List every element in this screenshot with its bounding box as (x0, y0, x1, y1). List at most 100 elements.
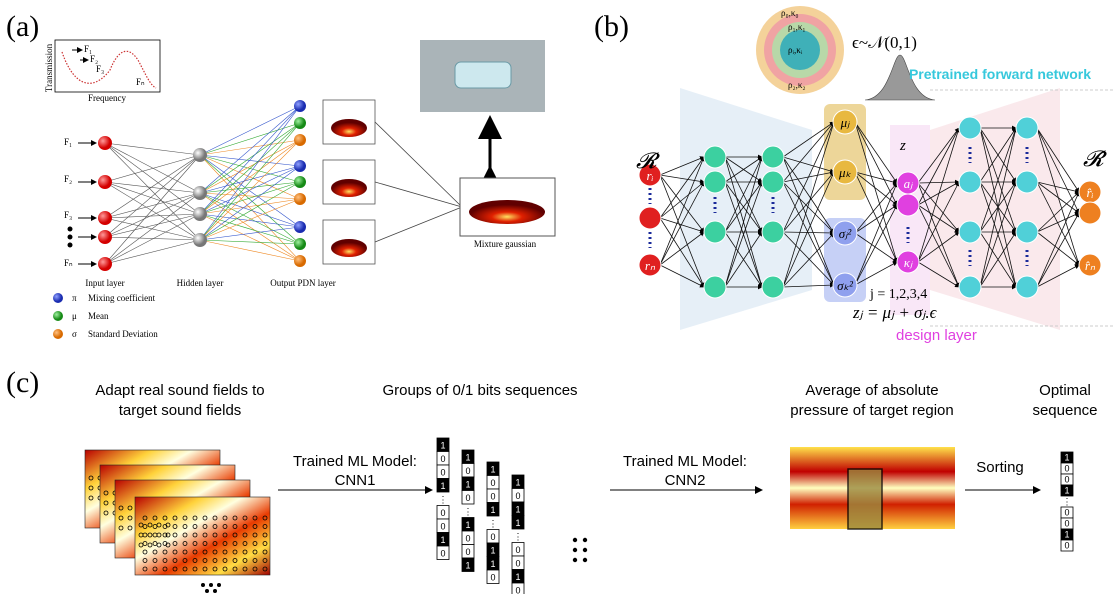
pdf-peak (331, 239, 367, 257)
inset-curve-label: F₂ (90, 54, 98, 64)
sensor (242, 566, 248, 572)
edge (979, 127, 1017, 233)
sensor (138, 522, 144, 528)
sensor (232, 541, 238, 546)
edge (199, 105, 301, 156)
bit: 1 (465, 453, 470, 463)
sensor (212, 541, 218, 546)
arrow-label: Trained ML Model: (623, 453, 747, 470)
bit: 0 (1064, 519, 1069, 529)
sensor (242, 515, 248, 521)
edge (199, 213, 301, 245)
bit: 1 (1064, 486, 1069, 496)
edge (104, 154, 201, 238)
edge (1036, 181, 1080, 194)
sensor (222, 549, 228, 555)
edge (782, 181, 835, 234)
pdf-peak (331, 119, 367, 137)
sensor (202, 549, 208, 555)
bit: 1 (440, 441, 445, 451)
edge (104, 236, 201, 241)
bit-cell (461, 557, 475, 572)
panel-label: (c) (6, 366, 39, 399)
edge (104, 192, 201, 265)
edge (1036, 264, 1080, 288)
edge (374, 121, 463, 208)
output-node (294, 238, 306, 250)
sensor (142, 558, 148, 563)
node (761, 275, 785, 299)
edge (917, 231, 960, 263)
sensor (172, 532, 178, 538)
sensor (202, 566, 208, 572)
node (896, 193, 920, 217)
bit: 0 (440, 508, 445, 518)
bit-cell (486, 569, 500, 584)
sensor (242, 549, 248, 555)
edge (979, 127, 1017, 183)
sensor (152, 541, 158, 546)
inset-curve-label: F₁ (84, 44, 92, 54)
bit: 0 (1064, 541, 1069, 551)
node (638, 163, 662, 187)
edge (199, 154, 301, 167)
bit: 1 (490, 465, 495, 475)
sensor (192, 515, 198, 521)
ring-label: ρ₂,κ₂ (788, 80, 806, 90)
edge (782, 121, 835, 233)
edge (199, 105, 301, 215)
edge (659, 264, 705, 288)
edge (199, 239, 301, 262)
edge (199, 192, 301, 262)
sensor (127, 515, 133, 521)
node-label: σⱼ² (839, 226, 853, 241)
bit: 1 (465, 520, 470, 530)
sensor (182, 558, 188, 563)
bit: 0 (490, 478, 495, 488)
sound-fields (84, 449, 271, 576)
edge (854, 204, 898, 234)
edge (782, 121, 836, 288)
edge (104, 142, 201, 241)
sensor (172, 515, 178, 521)
bit: 1 (490, 546, 495, 556)
sensor (127, 525, 133, 531)
edge (104, 213, 201, 265)
node (1078, 201, 1102, 225)
sensor (142, 524, 148, 529)
bit: 1 (490, 505, 495, 515)
node (761, 170, 785, 194)
sensor (252, 524, 258, 529)
edge (104, 217, 201, 241)
hidden-node (193, 186, 207, 200)
sensor (182, 524, 188, 529)
sensor (232, 515, 238, 521)
edge (199, 181, 301, 241)
edge (917, 127, 961, 263)
sensor (165, 532, 171, 538)
bit-cell (436, 545, 450, 560)
bit: 0 (465, 466, 470, 476)
bit: 0 (1064, 508, 1069, 518)
sensor (232, 558, 238, 563)
bit: 1 (1064, 530, 1069, 540)
node-label: rᵢ (646, 168, 653, 183)
bit: 0 (440, 522, 445, 532)
sensor (242, 532, 248, 538)
edge (782, 171, 835, 288)
sensor (162, 532, 168, 538)
edge (199, 122, 301, 241)
sensor (192, 558, 198, 563)
edge (782, 181, 835, 286)
sensor (162, 515, 168, 521)
edge (199, 213, 301, 228)
edge (199, 122, 301, 215)
edge (199, 139, 301, 241)
edge (659, 217, 705, 288)
sensor (182, 566, 188, 572)
output-node (294, 193, 306, 205)
input-set: 𝓡 (636, 148, 660, 173)
edge (104, 213, 201, 238)
edge (104, 142, 201, 194)
node (896, 250, 920, 274)
